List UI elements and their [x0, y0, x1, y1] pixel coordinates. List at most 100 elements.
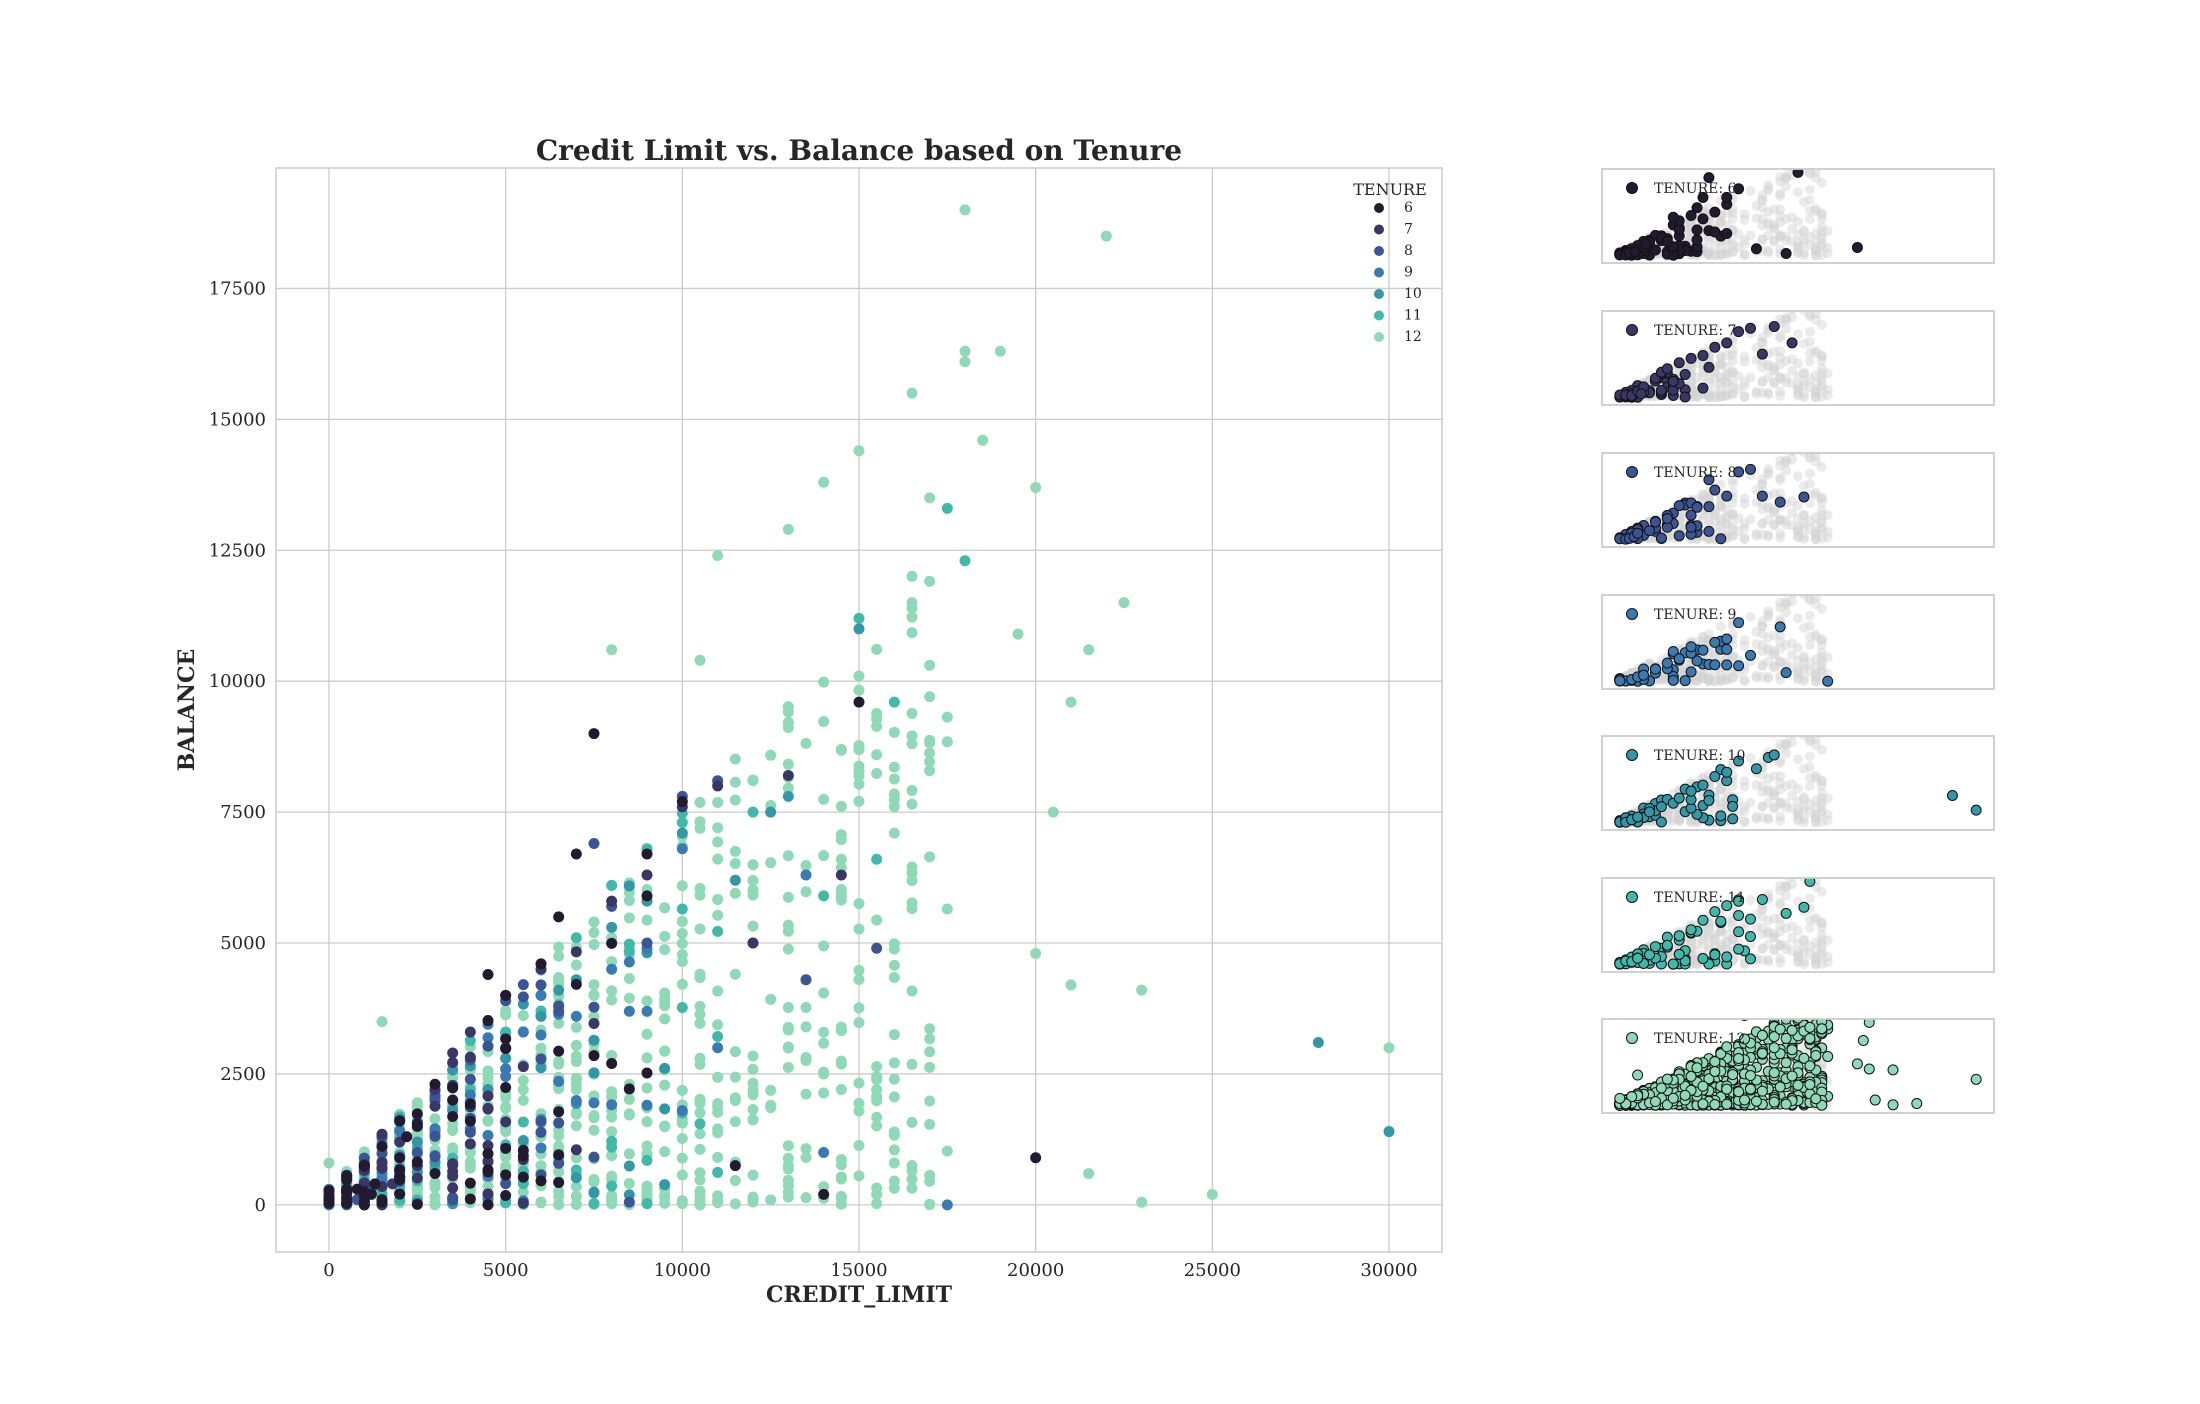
data-point	[553, 1177, 564, 1188]
data-point	[712, 926, 723, 937]
data-point	[871, 768, 882, 779]
data-point	[695, 1118, 706, 1129]
data-point	[748, 1114, 759, 1125]
background-point	[1763, 372, 1773, 382]
background-point	[1793, 187, 1803, 197]
data-point	[571, 1022, 582, 1033]
data-point	[536, 1011, 547, 1022]
facet-data-point	[1680, 392, 1690, 402]
data-point	[465, 1156, 476, 1167]
background-point	[1740, 392, 1750, 402]
background-point	[1805, 762, 1815, 772]
data-point	[871, 943, 882, 954]
facet-data-point	[1692, 203, 1702, 213]
facet-data-point	[1656, 533, 1666, 543]
data-point	[483, 1148, 494, 1159]
data-point	[942, 903, 953, 914]
data-point	[341, 1198, 352, 1209]
data-point	[783, 722, 794, 733]
data-point	[589, 917, 600, 928]
background-point	[1811, 438, 1821, 448]
data-point	[730, 777, 741, 788]
facet-data-point	[1852, 242, 1862, 252]
data-point	[589, 1002, 600, 1013]
background-point	[1811, 580, 1821, 590]
data-point	[536, 990, 547, 1001]
legend-label: 10	[1404, 286, 1422, 302]
y-tick-label: 10000	[209, 671, 266, 692]
facet-data-point	[1722, 491, 1732, 501]
data-point	[907, 1117, 918, 1128]
data-point	[695, 1009, 706, 1020]
data-point	[871, 713, 882, 724]
data-point	[907, 799, 918, 810]
data-point	[1066, 697, 1077, 708]
facet-legend-marker	[1627, 467, 1638, 478]
data-point	[677, 1153, 688, 1164]
data-point	[677, 843, 688, 854]
data-point	[695, 1144, 706, 1155]
data-point	[589, 1198, 600, 1209]
data-point	[783, 770, 794, 781]
data-point	[836, 801, 847, 812]
data-point	[589, 838, 600, 849]
background-point	[1811, 296, 1821, 306]
data-point	[836, 745, 847, 756]
data-point	[571, 1084, 582, 1095]
facet-data-point	[1728, 801, 1738, 811]
facet-data-point	[1722, 767, 1732, 777]
background-point	[1716, 521, 1726, 531]
data-point	[465, 1127, 476, 1138]
facet-data-point	[1745, 323, 1755, 333]
data-point	[465, 1098, 476, 1109]
data-point	[483, 1091, 494, 1102]
background-point	[1805, 206, 1815, 216]
data-point	[536, 1043, 547, 1054]
background-point	[1710, 392, 1720, 402]
facet-data-point	[1639, 670, 1649, 680]
facet-data-point	[1633, 812, 1643, 822]
facet-panel-tenure-9: TENURE: 9	[1602, 579, 1994, 689]
facet-data-point	[1710, 207, 1720, 217]
facet-data-point	[1734, 910, 1744, 920]
background-point	[1817, 923, 1827, 933]
data-point	[730, 1092, 741, 1103]
data-point	[394, 1115, 405, 1126]
background-point	[1757, 787, 1767, 797]
data-point	[854, 923, 865, 934]
data-point	[483, 1015, 494, 1026]
facet-data-point	[1674, 501, 1684, 511]
facet-data-point	[1781, 249, 1791, 259]
background-point	[1728, 508, 1738, 518]
x-tick-label: 15000	[830, 1260, 887, 1281]
data-point	[854, 623, 865, 634]
data-point	[889, 972, 900, 983]
data-point	[500, 1053, 511, 1064]
data-point	[659, 1013, 670, 1024]
data-point	[1136, 985, 1147, 996]
background-point	[1811, 863, 1821, 873]
facet-data-point	[1971, 805, 1981, 815]
data-point	[889, 960, 900, 971]
background-point	[1805, 736, 1815, 746]
y-tick-label: 2500	[220, 1064, 266, 1085]
data-point	[695, 1186, 706, 1197]
data-point	[571, 1011, 582, 1022]
data-point	[765, 1100, 776, 1111]
data-point	[377, 1197, 388, 1208]
background-point	[1769, 488, 1779, 498]
background-point	[1805, 915, 1815, 925]
data-point	[748, 1064, 759, 1075]
legend-marker	[1374, 268, 1384, 278]
background-point	[1811, 1004, 1821, 1014]
data-point	[942, 736, 953, 747]
background-point	[1811, 441, 1821, 451]
background-point	[1763, 609, 1773, 619]
data-point	[536, 1197, 547, 1208]
facet-data-point	[1662, 364, 1672, 374]
background-point	[1763, 531, 1773, 541]
data-point	[606, 1058, 617, 1069]
data-point	[783, 1022, 794, 1033]
data-point	[818, 1038, 829, 1049]
data-point	[783, 850, 794, 861]
